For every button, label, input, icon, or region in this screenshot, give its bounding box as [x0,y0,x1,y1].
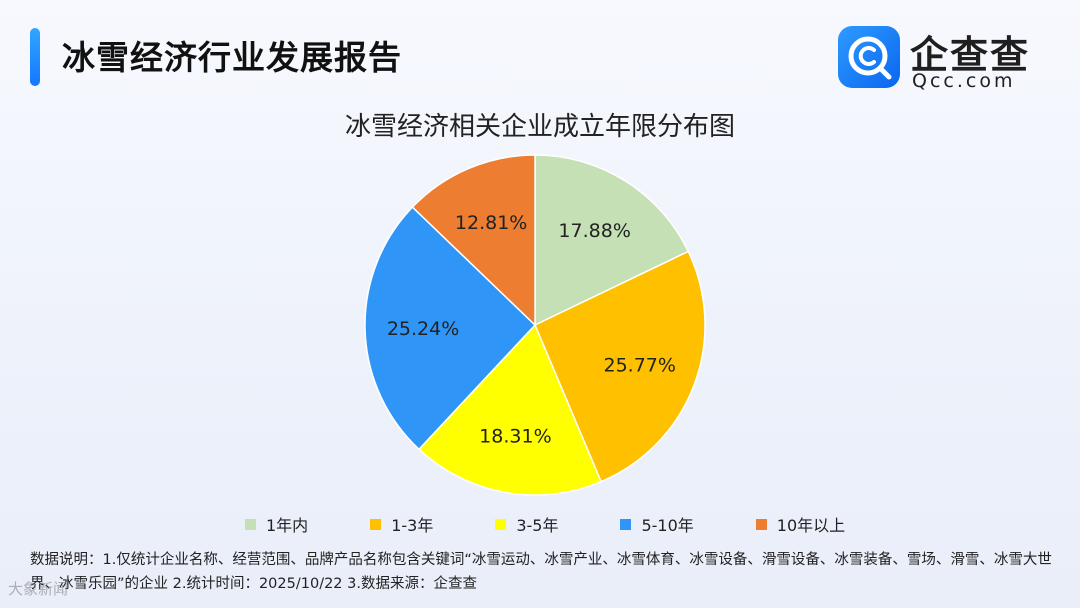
chart-legend: 1年内 1-3年 3-5年 5-10年 10年以上 [245,512,845,536]
pie-slice-label-2: 25.77% [604,355,676,377]
legend-label: 3-5年 [516,516,559,535]
watermark: 大象新闻 [8,580,69,598]
legend-swatch [755,518,767,530]
qcc-logo: 企查查 Qcc.com [838,26,1048,92]
pie-slice-1 [534,154,690,327]
report-title: 冰雪经济行业发展报告 [62,38,402,77]
pie-slice-4 [364,206,537,451]
legend-label: 1年内 [266,516,309,535]
qcc-logo-icon [838,26,900,88]
pie-slice-label-1: 17.88% [558,220,630,242]
logo-domain: Qcc.com [912,70,1016,92]
legend-item-5: 10年以上 [755,512,846,536]
legend-label: 5-10年 [641,516,694,535]
legend-swatch [620,518,632,530]
legend-item-2: 1-3年 [370,512,433,536]
pie-slice-label-4: 25.24% [387,318,459,340]
logo-name: 企查查 [910,33,1031,77]
legend-swatch [495,518,507,530]
pie-slice-3 [417,323,603,496]
legend-label: 1-3年 [391,516,434,535]
legend-item-4: 5-10年 [620,512,694,536]
legend-label: 10年以上 [776,516,846,535]
data-footnote: 数据说明：1.仅统计企业名称、经营范围、品牌产品名称包含关键词“冰雪运动、冰雪产… [30,552,1052,592]
legend-swatch [245,518,256,530]
legend-swatch [370,518,382,530]
legend-item-1: 1年内 [245,512,308,536]
pie-slice-label-3: 18.31% [479,425,551,447]
pie-slice-label-5: 12.81% [455,212,527,234]
pie-slice-5 [411,154,536,327]
title-accent-bar [30,28,40,86]
legend-item-3: 3-5年 [495,512,558,536]
chart-title: 冰雪经济相关企业成立年限分布图 [344,112,735,142]
